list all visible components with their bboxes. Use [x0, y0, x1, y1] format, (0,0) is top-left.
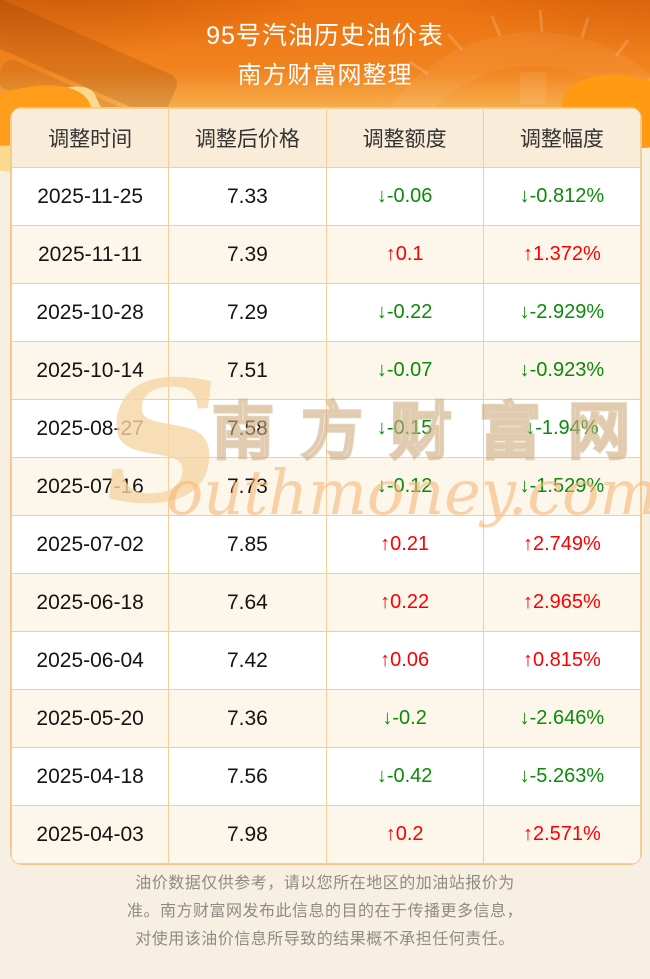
table-row: 2025-05-20 7.36 ↓-0.2 ↓-2.646% [11, 689, 641, 748]
table-row: 2025-07-02 7.85 ↑0.21 ↑2.749% [11, 515, 641, 574]
cell-rate: ↑2.571% [482, 805, 641, 864]
cell-price: 7.51 [168, 341, 327, 400]
cell-amount: ↑0.1 [325, 225, 484, 284]
cell-date: 2025-06-04 [11, 631, 170, 690]
cell-rate: ↑2.749% [482, 515, 641, 574]
cell-date: 2025-10-14 [11, 341, 170, 400]
cell-date: 2025-07-16 [11, 457, 170, 516]
table-row: 2025-06-04 7.42 ↑0.06 ↑0.815% [11, 631, 641, 690]
cell-price: 7.42 [168, 631, 327, 690]
cell-price: 7.39 [168, 225, 327, 284]
column-header-adjust-amount: 调整额度 [325, 108, 484, 168]
column-header-price-after: 调整后价格 [168, 108, 327, 168]
cell-rate: ↓-0.923% [482, 341, 641, 400]
cell-date: 2025-11-25 [11, 167, 170, 226]
cell-amount: ↓-0.07 [325, 341, 484, 400]
cell-date: 2025-04-18 [11, 747, 170, 806]
cell-amount: ↑0.06 [325, 631, 484, 690]
table-row: 2025-11-25 7.33 ↓-0.06 ↓-0.812% [11, 167, 641, 226]
price-table-card: 调整时间 调整后价格 调整额度 调整幅度 2025-11-25 7.33 ↓-0.0… [10, 107, 642, 865]
table-row: 2025-11-11 7.39 ↑0.1 ↑1.372% [11, 225, 641, 284]
cell-amount: ↓-0.12 [325, 457, 484, 516]
cell-rate: ↓-5.263% [482, 747, 641, 806]
disclaimer-line: 准。南方财富网发布此信息的目的在于传播更多信息， [126, 903, 523, 920]
cell-date: 2025-07-02 [11, 515, 170, 574]
cell-rate: ↑2.965% [482, 573, 641, 632]
cell-price: 7.33 [168, 167, 327, 226]
cell-amount: ↑0.21 [325, 515, 484, 574]
cell-date: 2025-04-03 [11, 805, 170, 864]
table-row: 2025-04-18 7.56 ↓-0.42 ↓-5.263% [11, 747, 641, 806]
disclaimer: 油价数据仅供参考，请以您所在地区的加油站报价为 准。南方财富网发布此信息的目的在… [0, 870, 650, 954]
cell-price: 7.98 [168, 805, 327, 864]
column-header-adjust-rate: 调整幅度 [482, 108, 641, 168]
column-header-adjust-time: 调整时间 [11, 108, 170, 168]
table-header-row: 调整时间 调整后价格 调整额度 调整幅度 [11, 108, 641, 168]
page-subtitle: 南方财富网整理 [237, 62, 413, 89]
table-row: 2025-10-28 7.29 ↓-0.22 ↓-2.929% [11, 283, 641, 342]
cell-amount: ↓-0.15 [325, 399, 484, 458]
cell-price: 7.64 [168, 573, 327, 632]
table-row: 2025-06-18 7.64 ↑0.22 ↑2.965% [11, 573, 641, 632]
cell-rate: ↓-2.646% [482, 689, 641, 748]
price-table-body: 2025-11-25 7.33 ↓-0.06 ↓-0.812% 2025-11-11 7.… [11, 167, 641, 864]
disclaimer-line: 对使用该油价信息所导致的结果概不承担任何责任。 [135, 931, 515, 948]
cell-price: 7.29 [168, 283, 327, 342]
cell-date: 2025-05-20 [11, 689, 170, 748]
cell-date: 2025-08-27 [11, 399, 170, 458]
cell-date: 2025-11-11 [11, 225, 170, 284]
cell-amount: ↓-0.22 [325, 283, 484, 342]
cell-price: 7.56 [168, 747, 327, 806]
table-row: 2025-08-27 7.58 ↓-0.15 ↓-1.94% [11, 399, 641, 458]
table-row: 2025-10-14 7.51 ↓-0.07 ↓-0.923% [11, 341, 641, 400]
cell-date: 2025-06-18 [11, 573, 170, 632]
cell-amount: ↑0.2 [325, 805, 484, 864]
cell-amount: ↑0.22 [325, 573, 484, 632]
table-row: 2025-04-03 7.98 ↑0.2 ↑2.571% [11, 805, 641, 864]
cell-rate: ↑0.815% [482, 631, 641, 690]
cell-rate: ↓-2.929% [482, 283, 641, 342]
cell-amount: ↓-0.06 [325, 167, 484, 226]
cell-rate: ↓-1.529% [482, 457, 641, 516]
cell-rate: ↓-1.94% [482, 399, 641, 458]
cell-price: 7.58 [168, 399, 327, 458]
cell-price: 7.85 [168, 515, 327, 574]
table-row: 2025-07-16 7.73 ↓-0.12 ↓-1.529% [11, 457, 641, 516]
cell-price: 7.36 [168, 689, 327, 748]
cell-date: 2025-10-28 [11, 283, 170, 342]
page-title: 95号汽油历史油价表 [206, 22, 444, 50]
price-table: 调整时间 调整后价格 调整额度 调整幅度 2025-11-25 7.33 ↓-0.0… [11, 108, 641, 864]
cell-rate: ↑1.372% [482, 225, 641, 284]
disclaimer-line: 油价数据仅供参考，请以您所在地区的加油站报价为 [135, 875, 515, 892]
cell-amount: ↓-0.42 [325, 747, 484, 806]
cell-price: 7.73 [168, 457, 327, 516]
cell-amount: ↓-0.2 [325, 689, 484, 748]
cell-rate: ↓-0.812% [482, 167, 641, 226]
